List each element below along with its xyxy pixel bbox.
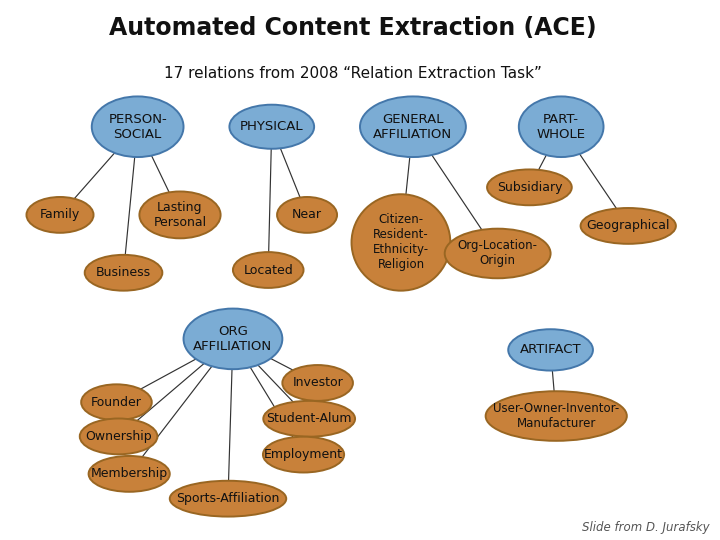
- Ellipse shape: [580, 208, 676, 244]
- Ellipse shape: [85, 255, 162, 291]
- Text: Subsidiary: Subsidiary: [497, 181, 562, 194]
- Ellipse shape: [263, 437, 344, 472]
- Text: ARTIFACT: ARTIFACT: [520, 343, 582, 356]
- Text: PART-
WHOLE: PART- WHOLE: [536, 113, 585, 141]
- Text: PERSON-
SOCIAL: PERSON- SOCIAL: [108, 113, 167, 141]
- Text: Student-Alum: Student-Alum: [266, 412, 352, 426]
- Ellipse shape: [184, 308, 282, 369]
- Ellipse shape: [487, 170, 572, 205]
- Ellipse shape: [230, 105, 314, 149]
- Ellipse shape: [233, 252, 304, 288]
- Text: Employment: Employment: [264, 448, 343, 461]
- Ellipse shape: [89, 456, 170, 492]
- Ellipse shape: [486, 391, 627, 441]
- Text: Citizen-
Resident-
Ethnicity-
Religion: Citizen- Resident- Ethnicity- Religion: [373, 213, 429, 272]
- Text: Membership: Membership: [91, 468, 168, 481]
- Ellipse shape: [508, 329, 593, 370]
- Text: Slide from D. Jurafsky: Slide from D. Jurafsky: [582, 521, 709, 534]
- Ellipse shape: [277, 197, 337, 233]
- Text: 17 relations from 2008 “Relation Extraction Task”: 17 relations from 2008 “Relation Extract…: [164, 66, 541, 81]
- Ellipse shape: [80, 418, 158, 454]
- Text: Family: Family: [40, 208, 80, 221]
- Ellipse shape: [140, 192, 220, 238]
- Text: PHYSICAL: PHYSICAL: [240, 120, 304, 133]
- Ellipse shape: [91, 97, 184, 157]
- Text: Automated Content Extraction (ACE): Automated Content Extraction (ACE): [109, 16, 597, 40]
- Text: User-Owner-Inventor-
Manufacturer: User-Owner-Inventor- Manufacturer: [493, 402, 619, 430]
- Text: Sports-Affiliation: Sports-Affiliation: [176, 492, 279, 505]
- Text: Founder: Founder: [91, 396, 142, 409]
- Ellipse shape: [445, 228, 551, 278]
- Text: Lasting
Personal: Lasting Personal: [153, 201, 207, 229]
- Text: Investor: Investor: [292, 376, 343, 389]
- Ellipse shape: [360, 97, 466, 157]
- Ellipse shape: [27, 197, 94, 233]
- Ellipse shape: [519, 97, 603, 157]
- Text: ORG
AFFILIATION: ORG AFFILIATION: [194, 325, 272, 353]
- Text: Org-Location-
Origin: Org-Location- Origin: [458, 239, 538, 267]
- Text: Located: Located: [243, 264, 293, 276]
- Ellipse shape: [351, 194, 450, 291]
- Text: Business: Business: [96, 266, 151, 279]
- Text: Near: Near: [292, 208, 322, 221]
- Ellipse shape: [264, 401, 355, 437]
- Ellipse shape: [282, 365, 353, 401]
- Ellipse shape: [170, 481, 287, 517]
- Text: GENERAL
AFFILIATION: GENERAL AFFILIATION: [374, 113, 452, 141]
- Text: Geographical: Geographical: [587, 219, 670, 232]
- Ellipse shape: [81, 384, 152, 420]
- Text: Ownership: Ownership: [85, 430, 152, 443]
